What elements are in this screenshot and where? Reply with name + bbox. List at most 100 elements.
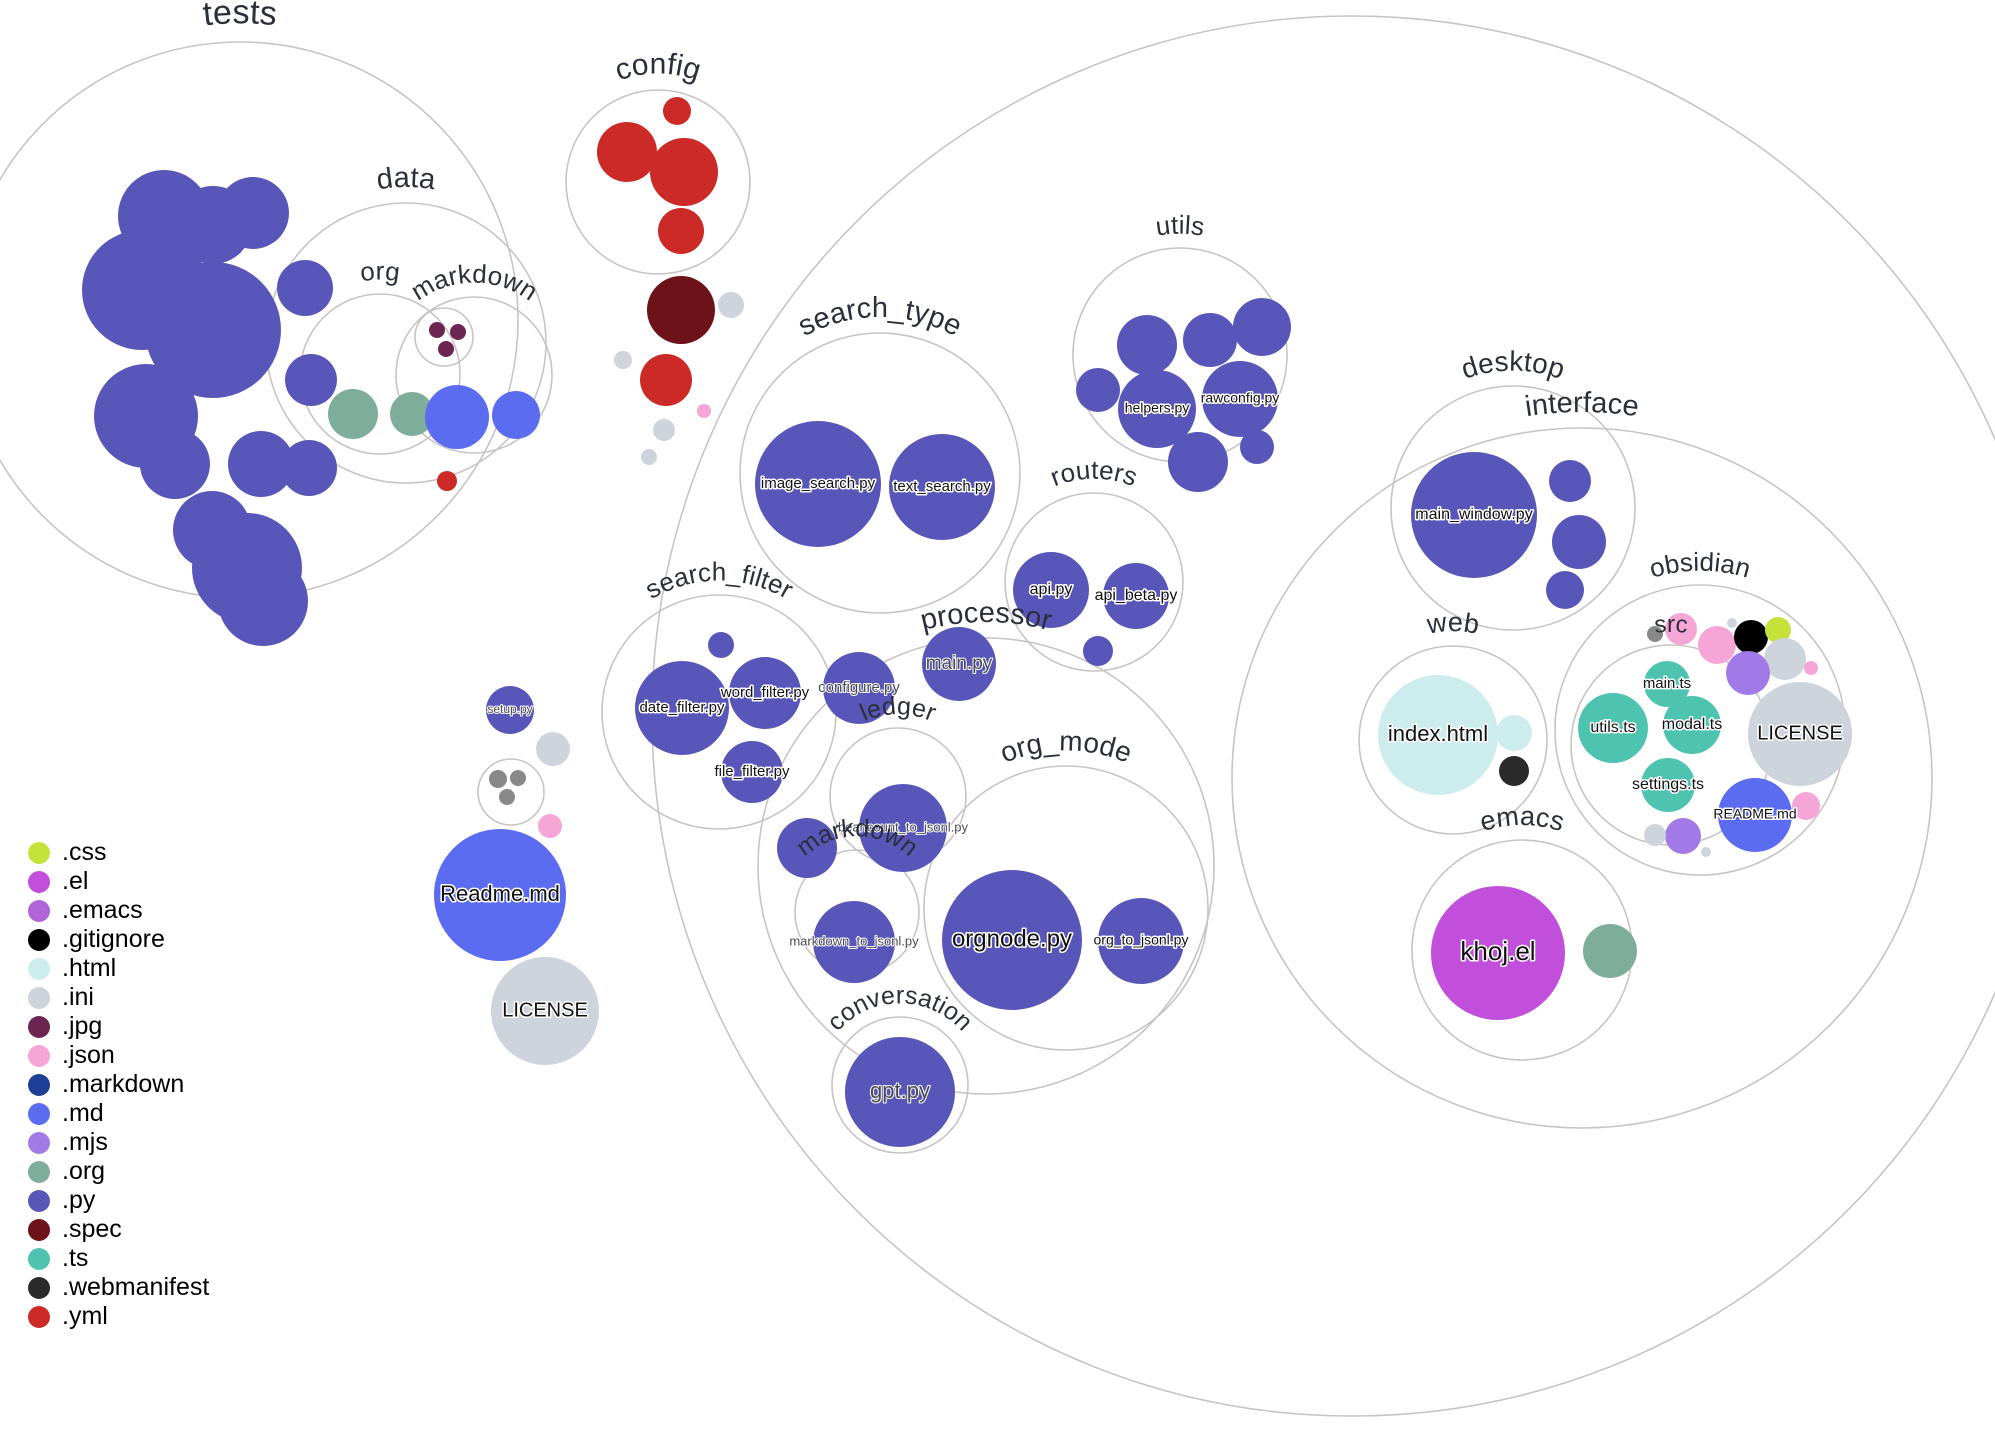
file-circle-setup.py[interactable] — [486, 686, 534, 734]
group-circle-markdown[interactable] — [395, 296, 553, 454]
file-circle-date_filter.py[interactable] — [635, 661, 729, 755]
file-circle[interactable] — [640, 354, 692, 406]
file-circle[interactable] — [1701, 847, 1711, 857]
file-circle[interactable] — [499, 789, 515, 805]
file-circle[interactable] — [492, 391, 540, 439]
legend-item-css[interactable]: .css — [28, 838, 268, 867]
file-circle-gpt.py[interactable] — [845, 1037, 955, 1147]
legend-item-markdown[interactable]: .markdown — [28, 1070, 268, 1099]
file-circle[interactable] — [1765, 617, 1791, 643]
file-circle[interactable] — [597, 122, 657, 182]
file-circle-org_to_jsonl.py[interactable] — [1098, 898, 1184, 984]
file-circle-orgnode.py[interactable] — [942, 870, 1082, 1010]
file-circle[interactable] — [1734, 620, 1768, 654]
legend-item-html[interactable]: .html — [28, 954, 268, 983]
file-circle[interactable] — [438, 341, 454, 357]
legend-item-ts[interactable]: .ts — [28, 1244, 268, 1273]
file-circle-utils.ts[interactable] — [1578, 693, 1648, 763]
file-circle[interactable] — [228, 431, 294, 497]
file-circle-file_filter.py[interactable] — [721, 741, 783, 803]
file-circle[interactable] — [1792, 792, 1820, 820]
file-circle-helpers.py[interactable] — [1118, 370, 1196, 448]
file-circle[interactable] — [1552, 515, 1606, 569]
file-circle[interactable] — [285, 354, 337, 406]
file-circle[interactable] — [450, 324, 466, 340]
file-circle-LICENSE[interactable] — [491, 957, 599, 1065]
file-circle[interactable] — [641, 449, 657, 465]
file-circle[interactable] — [1727, 618, 1737, 628]
file-circle-api.py[interactable] — [1013, 552, 1089, 628]
file-circle[interactable] — [118, 170, 210, 262]
file-circle[interactable] — [140, 429, 210, 499]
file-circle[interactable] — [1665, 613, 1697, 645]
legend-item-ini[interactable]: .ini — [28, 983, 268, 1012]
file-circle[interactable] — [218, 556, 308, 646]
file-circle[interactable] — [217, 177, 289, 249]
file-circle-text_search.py[interactable] — [889, 434, 995, 540]
file-circle[interactable] — [663, 97, 691, 125]
file-circle[interactable] — [390, 392, 434, 436]
group-circle-search_type[interactable] — [739, 332, 1021, 614]
file-circle-Readme.md[interactable] — [434, 829, 566, 961]
file-circle-configure.py[interactable] — [823, 652, 895, 724]
group-circle-routers[interactable] — [1004, 492, 1184, 672]
file-circle[interactable] — [708, 632, 734, 658]
file-circle[interactable] — [1076, 368, 1120, 412]
legend-item-json[interactable]: .json — [28, 1041, 268, 1070]
file-circle[interactable] — [777, 818, 837, 878]
legend-item-yml[interactable]: .yml — [28, 1302, 268, 1331]
file-circle[interactable] — [1804, 661, 1818, 675]
file-circle[interactable] — [538, 814, 562, 838]
file-circle-khoj.el[interactable] — [1431, 886, 1565, 1020]
file-circle-main.ts[interactable] — [1644, 661, 1690, 707]
file-circle[interactable] — [1240, 430, 1274, 464]
group-circle-desktop[interactable] — [1390, 385, 1636, 631]
file-circle[interactable] — [145, 262, 281, 398]
file-circle[interactable] — [1665, 818, 1701, 854]
legend-item-jpg[interactable]: .jpg — [28, 1012, 268, 1041]
file-circle-image_search.py[interactable] — [755, 421, 881, 547]
file-circle[interactable] — [1644, 824, 1666, 846]
file-circle-markdown_to_jsonl.py[interactable] — [813, 901, 895, 983]
group-circle-web[interactable] — [1358, 645, 1548, 835]
file-circle[interactable] — [653, 419, 675, 441]
legend-item-py[interactable]: .py — [28, 1186, 268, 1215]
file-circle[interactable] — [437, 471, 457, 491]
file-circle[interactable] — [650, 138, 718, 206]
file-circle-rawconfig.py[interactable] — [1202, 361, 1278, 437]
group-circle-config[interactable] — [565, 89, 751, 275]
file-circle[interactable] — [1496, 715, 1532, 751]
file-circle[interactable] — [1549, 460, 1591, 502]
file-circle[interactable] — [1499, 756, 1529, 786]
file-circle-modal.ts[interactable] — [1663, 696, 1721, 754]
group-circle-processor[interactable] — [757, 637, 1215, 1095]
file-circle-beancount_to_jsonl.py[interactable] — [859, 784, 947, 872]
file-circle-LICENSE[interactable] — [1748, 682, 1852, 786]
group-circle-conversation[interactable] — [831, 1016, 969, 1154]
file-circle-main_window.py[interactable] — [1411, 452, 1537, 578]
file-circle[interactable] — [1647, 626, 1663, 642]
file-circle[interactable] — [1698, 626, 1736, 664]
legend-item-spec[interactable]: .spec — [28, 1215, 268, 1244]
file-circle[interactable] — [1083, 636, 1113, 666]
file-circle-index.html[interactable] — [1378, 675, 1498, 795]
file-circle[interactable] — [277, 260, 333, 316]
file-circle[interactable] — [536, 732, 570, 766]
file-circle[interactable] — [658, 208, 704, 254]
file-circle[interactable] — [489, 770, 507, 788]
file-circle[interactable] — [614, 351, 632, 369]
file-circle[interactable] — [1546, 571, 1584, 609]
file-circle-word_filter.py[interactable] — [729, 657, 801, 729]
file-circle[interactable] — [281, 440, 337, 496]
legend-item-webmanifest[interactable]: .webmanifest — [28, 1273, 268, 1302]
legend-item-emacs[interactable]: .emacs — [28, 896, 268, 925]
group-circle-org_mode[interactable] — [923, 765, 1209, 1051]
file-circle-README.md[interactable] — [1718, 778, 1792, 852]
legend-item-gitignore[interactable]: .gitignore — [28, 925, 268, 954]
file-circle[interactable] — [510, 770, 526, 786]
file-circle[interactable] — [1726, 651, 1770, 695]
file-circle[interactable] — [1233, 298, 1291, 356]
group-circle-root_png[interactable] — [477, 758, 545, 826]
legend-item-md[interactable]: .md — [28, 1099, 268, 1128]
file-circle[interactable] — [647, 276, 715, 344]
